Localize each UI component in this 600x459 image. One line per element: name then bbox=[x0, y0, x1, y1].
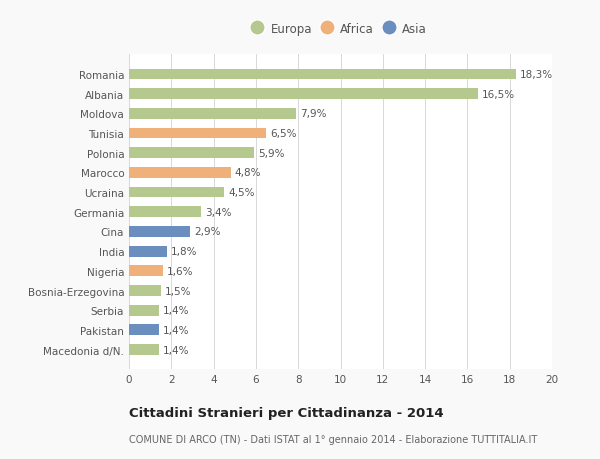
Text: 18,3%: 18,3% bbox=[520, 70, 553, 80]
Text: 2,9%: 2,9% bbox=[194, 227, 221, 237]
Bar bbox=[129, 227, 190, 237]
Text: 4,8%: 4,8% bbox=[235, 168, 261, 178]
Text: 6,5%: 6,5% bbox=[271, 129, 297, 139]
Bar bbox=[129, 325, 158, 336]
Bar bbox=[129, 305, 158, 316]
Text: 3,4%: 3,4% bbox=[205, 207, 232, 217]
Text: 7,9%: 7,9% bbox=[301, 109, 327, 119]
Text: COMUNE DI ARCO (TN) - Dati ISTAT al 1° gennaio 2014 - Elaborazione TUTTITALIA.IT: COMUNE DI ARCO (TN) - Dati ISTAT al 1° g… bbox=[129, 434, 537, 444]
Text: 1,4%: 1,4% bbox=[163, 325, 190, 335]
Bar bbox=[129, 89, 478, 100]
Bar bbox=[129, 266, 163, 277]
Bar bbox=[129, 207, 201, 218]
Bar bbox=[129, 285, 161, 296]
Bar bbox=[129, 148, 254, 159]
Text: 1,5%: 1,5% bbox=[165, 286, 191, 296]
Text: 1,4%: 1,4% bbox=[163, 306, 190, 315]
Text: 4,5%: 4,5% bbox=[229, 188, 255, 198]
Text: Cittadini Stranieri per Cittadinanza - 2014: Cittadini Stranieri per Cittadinanza - 2… bbox=[129, 406, 443, 419]
Legend: Europa, Africa, Asia: Europa, Africa, Asia bbox=[251, 20, 430, 38]
Bar bbox=[129, 187, 224, 198]
Text: 1,8%: 1,8% bbox=[172, 246, 198, 257]
Text: 1,6%: 1,6% bbox=[167, 266, 194, 276]
Bar bbox=[129, 344, 158, 355]
Bar bbox=[129, 109, 296, 119]
Bar bbox=[129, 129, 266, 139]
Bar bbox=[129, 69, 516, 80]
Bar bbox=[129, 246, 167, 257]
Bar bbox=[129, 168, 230, 179]
Text: 16,5%: 16,5% bbox=[482, 90, 515, 100]
Text: 5,9%: 5,9% bbox=[258, 148, 284, 158]
Text: 1,4%: 1,4% bbox=[163, 345, 190, 355]
